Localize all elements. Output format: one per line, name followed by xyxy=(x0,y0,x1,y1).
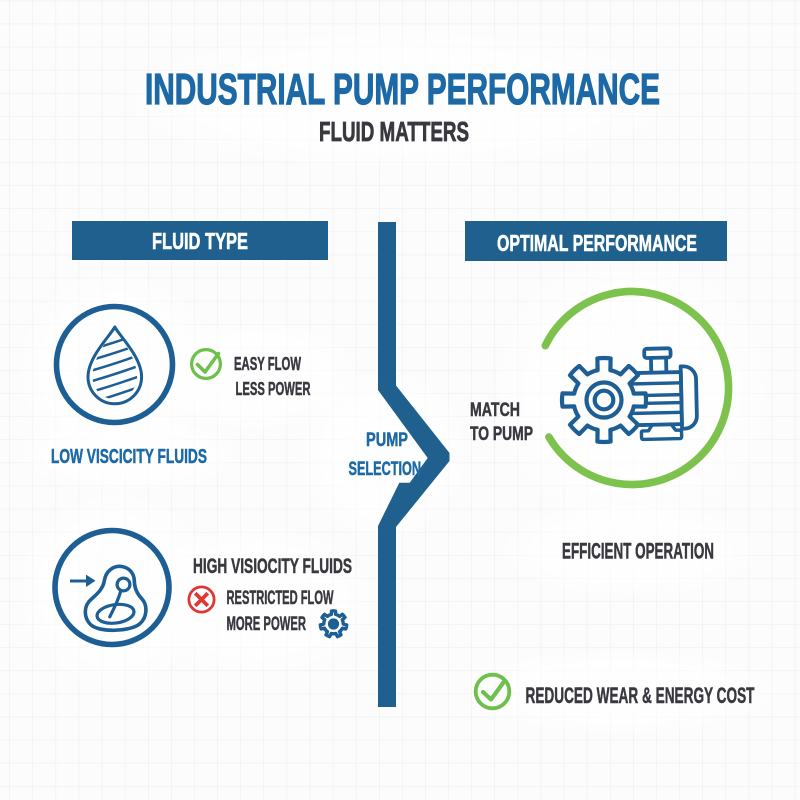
svg-text:FLUID MATTERS: FLUID MATTERS xyxy=(319,116,469,147)
svg-text:FLUID TYPE: FLUID TYPE xyxy=(152,228,248,254)
svg-text:HIGH VISIOCITY FLUIDS: HIGH VISIOCITY FLUIDS xyxy=(193,555,352,578)
svg-text:MATCH: MATCH xyxy=(470,399,520,421)
svg-text:INDUSTRIAL PUMP PERFORMANCE: INDUSTRIAL PUMP PERFORMANCE xyxy=(145,66,660,114)
svg-text:LESS POWER: LESS POWER xyxy=(236,379,311,399)
svg-text:RESTRICTED FLOW: RESTRICTED FLOW xyxy=(227,587,334,609)
svg-text:OPTIMAL PERFORMANCE: OPTIMAL PERFORMANCE xyxy=(497,230,697,256)
svg-text:EASY FLOW: EASY FLOW xyxy=(234,354,301,374)
svg-text:PUMP: PUMP xyxy=(366,430,408,451)
svg-text:SELECTION: SELECTION xyxy=(349,459,422,480)
svg-text:EFFICIENT OPERATION: EFFICIENT OPERATION xyxy=(562,539,714,564)
svg-text:REDUCED WEAR & ENERGY COST: REDUCED WEAR & ENERGY COST xyxy=(526,683,755,708)
svg-text:LOW VISCICITY FLUIDS: LOW VISCICITY FLUIDS xyxy=(51,446,207,468)
svg-text:TO PUMP: TO PUMP xyxy=(470,423,533,445)
svg-text:MORE POWER: MORE POWER xyxy=(227,613,307,635)
